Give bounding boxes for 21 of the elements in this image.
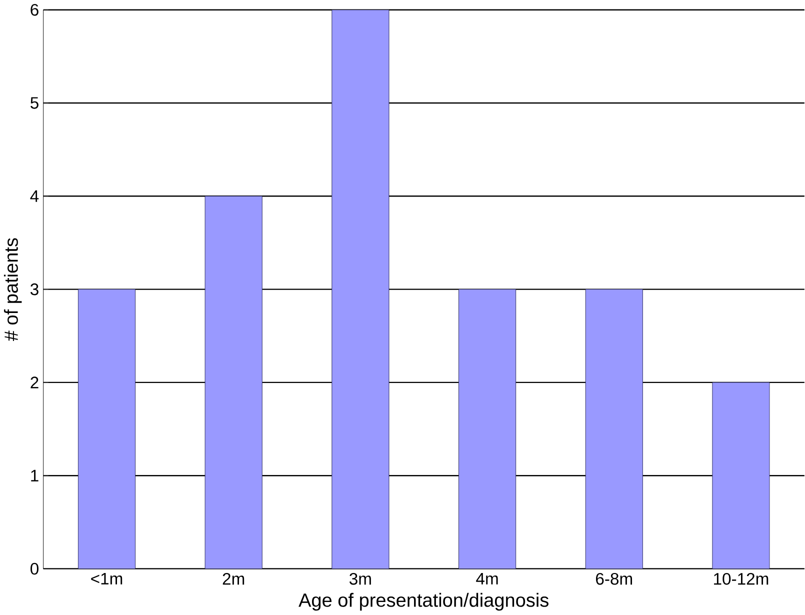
y-tick-label: 0 <box>30 563 38 575</box>
y-axis-title: # of patients <box>4 238 22 342</box>
bar <box>78 289 136 569</box>
y-tick-label: 1 <box>31 470 38 482</box>
x-tick-label: 10-12m <box>714 573 768 585</box>
x-tick-label: 2m <box>222 573 244 585</box>
x-tick-label: 3m <box>350 573 371 585</box>
x-tick-label: <1m <box>91 573 122 585</box>
x-tick-label: 6-8m <box>596 573 632 585</box>
y-tick-label: 4 <box>30 190 39 202</box>
bar <box>458 289 516 569</box>
bar <box>585 289 643 569</box>
y-tick-label: 6 <box>30 4 38 16</box>
y-tick-label: 3 <box>30 284 38 296</box>
y-tick-label: 2 <box>30 376 38 388</box>
bar <box>204 196 262 569</box>
x-tick-label: 4m <box>476 573 498 585</box>
bar <box>712 382 770 569</box>
x-axis-title: Age of presentation/diagnosis <box>298 593 548 611</box>
y-tick-label: 5 <box>30 97 38 109</box>
bar <box>332 10 390 569</box>
